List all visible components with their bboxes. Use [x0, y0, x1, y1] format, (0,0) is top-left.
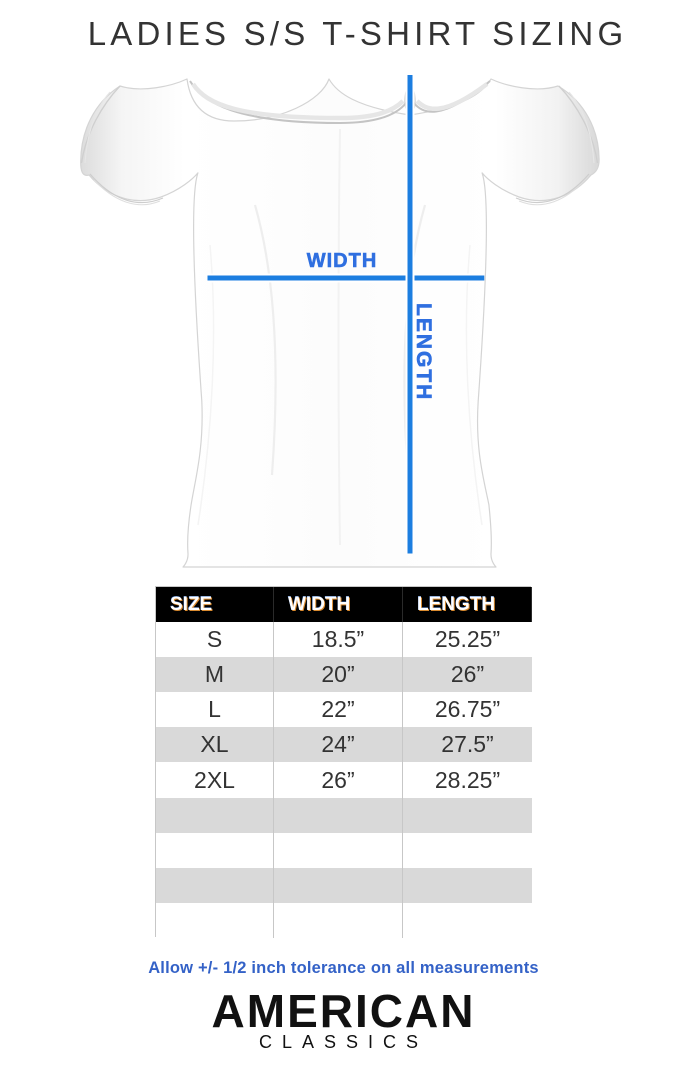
svg-text:WIDTH: WIDTH — [307, 250, 378, 272]
svg-text:LENGTH: LENGTH — [412, 303, 435, 401]
